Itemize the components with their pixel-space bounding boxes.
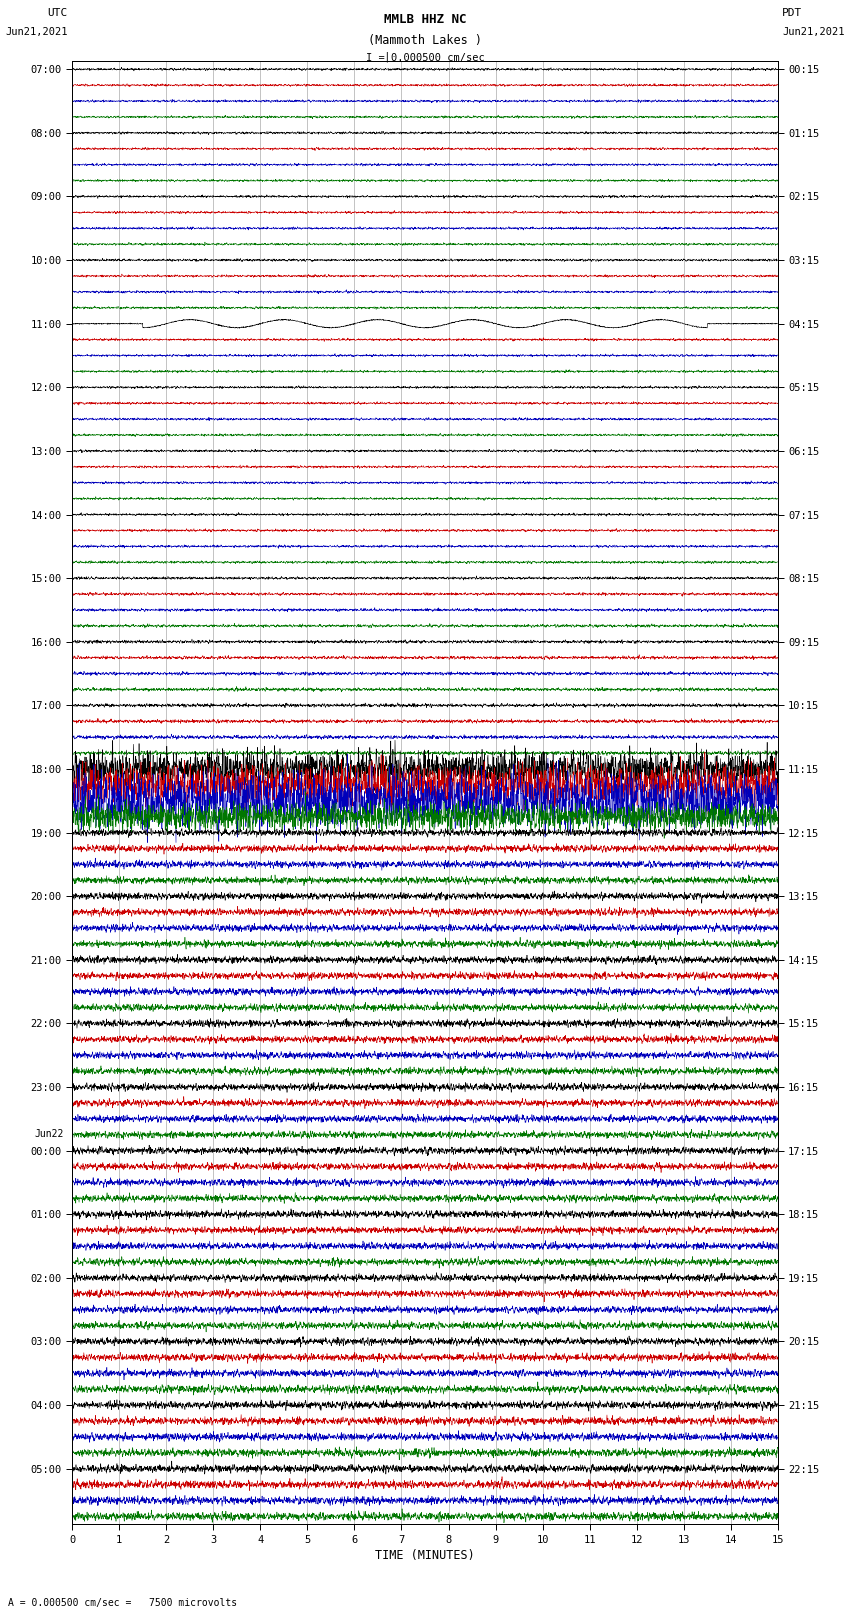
Text: PDT: PDT: [782, 8, 802, 18]
Text: I = 0.000500 cm/sec: I = 0.000500 cm/sec: [366, 53, 484, 63]
Text: UTC: UTC: [48, 8, 68, 18]
Text: |: |: [383, 52, 390, 63]
Text: Jun21,2021: Jun21,2021: [5, 27, 68, 37]
Text: (Mammoth Lakes ): (Mammoth Lakes ): [368, 34, 482, 47]
Text: Jun21,2021: Jun21,2021: [782, 27, 845, 37]
X-axis label: TIME (MINUTES): TIME (MINUTES): [375, 1548, 475, 1561]
Text: MMLB HHZ NC: MMLB HHZ NC: [383, 13, 467, 26]
Text: Jun22: Jun22: [35, 1129, 64, 1139]
Text: A = 0.000500 cm/sec =   7500 microvolts: A = 0.000500 cm/sec = 7500 microvolts: [8, 1598, 238, 1608]
